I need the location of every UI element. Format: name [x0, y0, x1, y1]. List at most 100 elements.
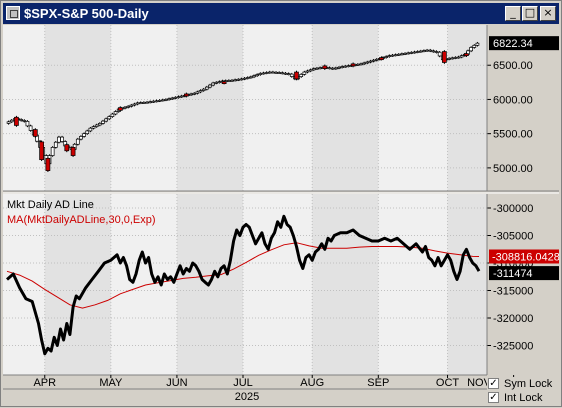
candle-body — [57, 136, 61, 143]
indicator-tick-label: -320000 — [493, 313, 533, 325]
candle-body — [365, 61, 370, 64]
down-candle-body — [39, 141, 44, 161]
price-tick-label: 6000.00 — [493, 94, 533, 106]
candle-body — [75, 138, 80, 145]
candle-body — [472, 44, 477, 48]
candle-body — [91, 126, 96, 129]
candle-body — [299, 73, 304, 77]
candle-body — [356, 63, 360, 66]
down-candle-body — [45, 157, 51, 171]
indicator-month-band — [312, 194, 379, 375]
candle-body — [400, 53, 404, 56]
candle-body — [271, 71, 275, 74]
candle-body — [233, 79, 237, 82]
price-last-value: 6822.34 — [493, 38, 533, 50]
candle-body — [132, 103, 137, 106]
ad-line-legend: Mkt Daily AD Line — [7, 199, 94, 211]
down-candle-body — [70, 147, 76, 156]
sym-lock-checkbox[interactable]: ✓ Sym Lock — [487, 377, 559, 391]
candle-body — [236, 79, 241, 81]
candle-body — [101, 120, 105, 124]
indicator-tick-label: -325000 — [493, 341, 533, 353]
title-bar[interactable]: $SPX-S&P 500-Daily _ □ × — [3, 3, 559, 24]
x-axis — [3, 375, 487, 389]
candle-body — [249, 76, 253, 79]
candle-body — [277, 72, 282, 74]
candle-body — [362, 62, 366, 65]
x-tick-label: APR — [33, 377, 56, 389]
sym-lock-label: Sym Lock — [504, 378, 553, 390]
sym-lock-check-icon[interactable]: ✓ — [488, 378, 499, 389]
candle-body — [123, 106, 127, 109]
candle-body — [403, 53, 407, 55]
chart-svg[interactable]: 5000.00 5500.00 6000.00 6500.00 6822.34 -325… — [3, 25, 560, 403]
close-button[interactable]: × — [540, 6, 556, 21]
candle-body — [330, 67, 335, 70]
x-tick-label: SEP — [367, 377, 389, 389]
candle-body — [387, 55, 392, 57]
candle-body — [242, 77, 247, 80]
candle-body — [148, 101, 153, 104]
down-candle-body — [221, 81, 227, 84]
down-candle-body — [379, 57, 384, 61]
indicator-month-band — [447, 194, 487, 375]
int-lock-label: Int Lock — [504, 392, 543, 404]
candle-body — [22, 120, 27, 122]
candle-body — [412, 51, 417, 54]
candle-body — [280, 72, 285, 75]
candle-body — [85, 130, 90, 135]
candle-body — [211, 82, 215, 86]
candle-body — [245, 77, 250, 79]
candle-body — [157, 100, 162, 102]
candle-body — [170, 97, 175, 100]
candle-body — [371, 59, 376, 62]
candle-body — [406, 52, 411, 55]
candle-body — [453, 57, 458, 59]
candle-body — [195, 91, 200, 94]
candle-body — [368, 60, 373, 63]
candle-body — [343, 65, 348, 68]
candle-body — [422, 50, 426, 52]
candle-body — [88, 127, 93, 132]
candle-body — [110, 113, 115, 117]
candle-body — [129, 104, 134, 107]
price-tick-label: 5000.00 — [493, 163, 533, 175]
ma-last-value-box — [489, 249, 559, 264]
int-lock-checkbox[interactable]: ✓ Int Lock — [487, 391, 559, 405]
candle-body — [9, 119, 14, 123]
candle-body — [340, 66, 344, 68]
candle-body — [142, 102, 146, 104]
candle-body — [456, 56, 461, 59]
candle-body — [396, 53, 401, 56]
price-month-band — [312, 25, 379, 191]
price-month-band — [176, 25, 243, 191]
year-label: 2025 — [235, 391, 259, 403]
candle-body — [97, 123, 102, 126]
ad-line — [6, 214, 481, 356]
price-last-value-box — [489, 36, 559, 51]
price-tick-label: 5500.00 — [493, 129, 533, 141]
candle-body — [179, 95, 184, 98]
x-tick-label: JUL — [233, 377, 253, 389]
candle-body — [318, 67, 322, 70]
ma-last-value: -308816.0428 — [492, 251, 559, 263]
candle-body — [53, 141, 58, 148]
candle-body — [151, 100, 156, 103]
indicator-tick-label: -305000 — [493, 231, 533, 243]
int-lock-check-icon[interactable]: ✓ — [488, 392, 499, 403]
candle-body — [359, 63, 363, 66]
minimize-button[interactable]: _ — [505, 6, 521, 21]
x-tick-label: OCT — [436, 377, 460, 389]
candle-body — [19, 119, 24, 121]
maximize-button[interactable]: □ — [522, 6, 538, 21]
candle-body — [384, 56, 389, 58]
candle-body — [286, 73, 291, 76]
candle-body — [60, 136, 64, 142]
candle-body — [258, 73, 263, 75]
candle-body — [409, 52, 414, 54]
candle-body — [447, 58, 451, 60]
candle-body — [176, 96, 181, 99]
window-icon[interactable] — [6, 6, 20, 20]
candle-body — [79, 136, 83, 140]
